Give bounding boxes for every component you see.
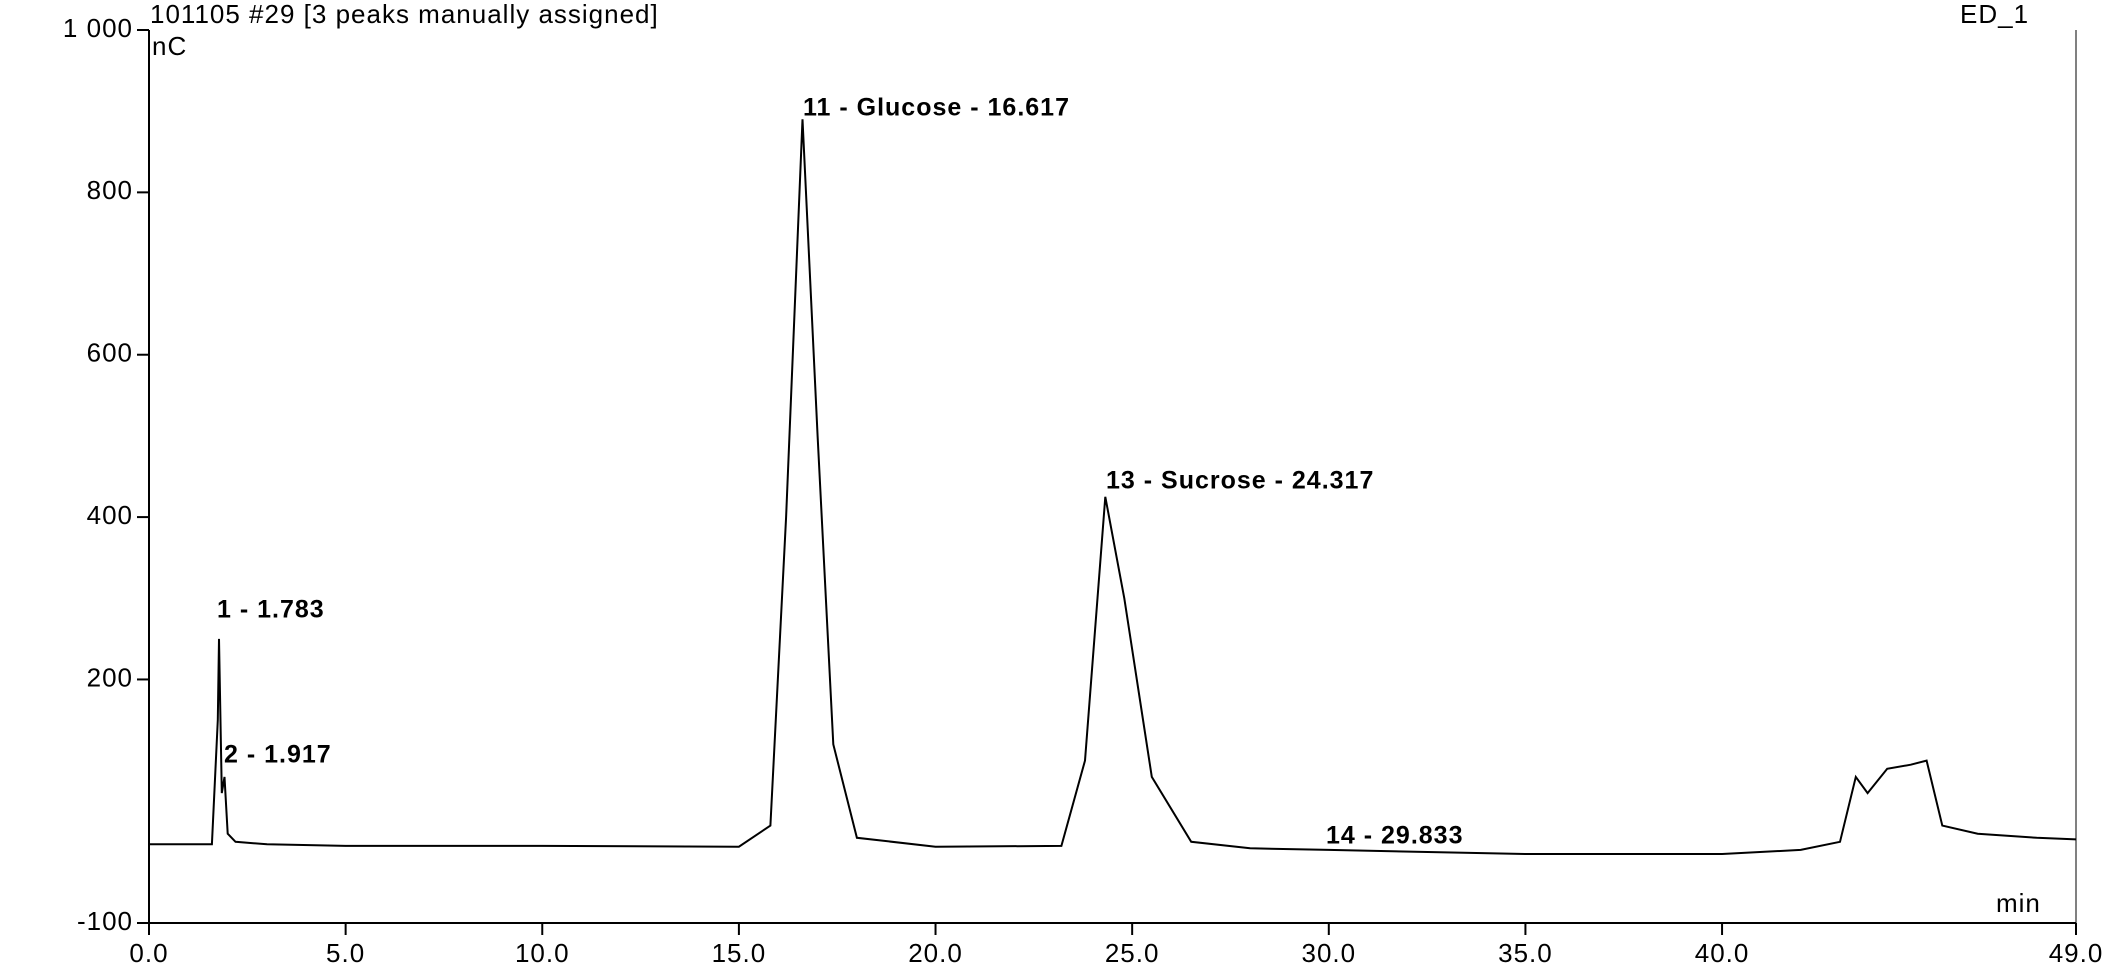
y-tick-label: 600 (87, 338, 133, 368)
x-tick-label: 5.0 (326, 938, 365, 968)
x-tick-label: 25.0 (1105, 938, 1160, 968)
y-tick-label: 400 (87, 500, 133, 530)
x-tick-label: 10.0 (515, 938, 570, 968)
x-tick-label: 49.0 (2049, 938, 2104, 968)
x-tick-label: 35.0 (1498, 938, 1553, 968)
x-tick-label: 0.0 (129, 938, 168, 968)
x-unit: min (1996, 888, 2041, 918)
trace (149, 119, 2077, 855)
peak-label: 2 - 1.917 (224, 741, 332, 769)
x-tick-label: 15.0 (712, 938, 767, 968)
x-tick-label: 30.0 (1301, 938, 1356, 968)
y-tick-label: 1 000 (63, 13, 133, 43)
peak-label: 14 - 29.833 (1326, 822, 1464, 850)
peak-label: 11 - Glucose - 16.617 (803, 94, 1070, 122)
x-tick-label: 40.0 (1695, 938, 1750, 968)
chart-title: 101105 #29 [3 peaks manually assigned] (150, 0, 659, 29)
y-unit: nC (152, 31, 187, 61)
y-tick-label: 200 (87, 662, 133, 692)
peak-label: 13 - Sucrose - 24.317 (1106, 467, 1374, 495)
y-tick-label: -100 (77, 906, 133, 936)
x-tick-label: 20.0 (908, 938, 963, 968)
channel-label: ED_1 (1960, 0, 2029, 29)
y-tick-label: 800 (87, 175, 133, 205)
peak-label: 1 - 1.783 (217, 596, 325, 624)
